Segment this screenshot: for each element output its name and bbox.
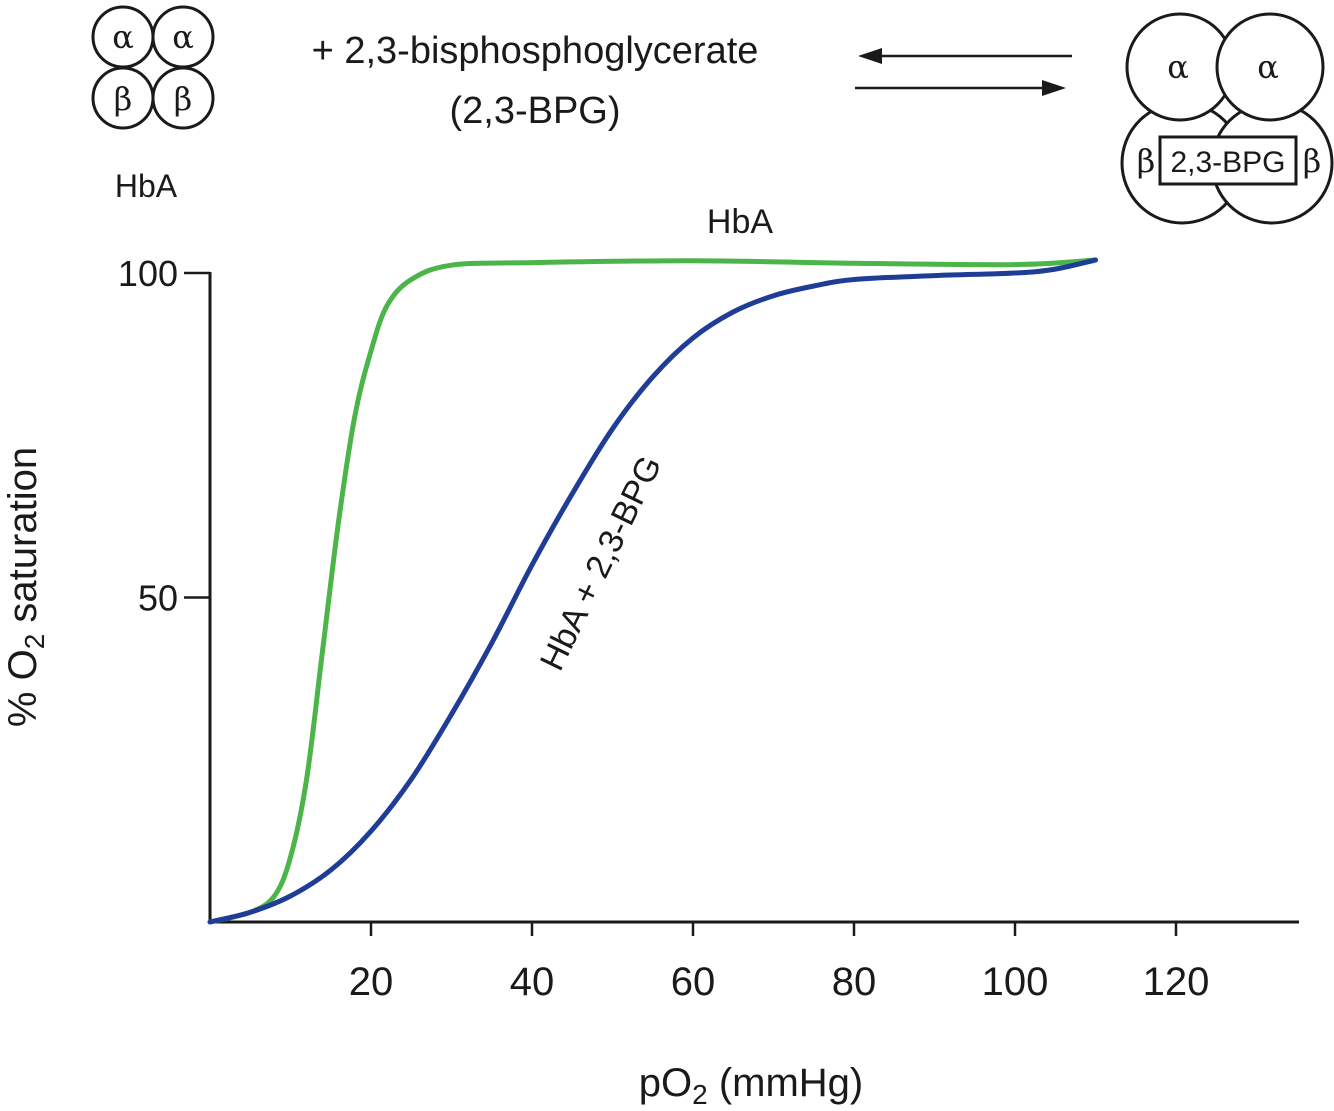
x-tick-label-40: 40 — [510, 960, 555, 1004]
equilibrium-arrows — [855, 48, 1072, 96]
y-tick-label-50: 50 — [138, 578, 178, 619]
complex-beta-label-1: β — [1137, 142, 1156, 180]
alpha-label-1: α — [112, 18, 134, 56]
series-line-hba-bpg — [207, 257, 1098, 925]
x-axis-title-main: pO — [639, 1061, 692, 1105]
chart: 50 100 20 40 60 80 100 120 HbA HbA + 2,3-BPG p… — [1, 203, 1299, 1110]
complex-alpha-label-2: α — [1257, 48, 1279, 86]
beta-subunit-2 — [151, 66, 215, 130]
beta-label-2: β — [174, 80, 193, 118]
hba-tetramer-diagram: α α β β HbA — [91, 5, 215, 204]
complex-beta-label-2: β — [1303, 142, 1322, 180]
x-tick-label-60: 60 — [671, 960, 716, 1004]
beta-label-1: β — [114, 80, 133, 118]
alpha-label-2: α — [172, 18, 194, 56]
series-label-hba: HbA — [707, 203, 773, 241]
forward-arrowhead — [1042, 80, 1066, 96]
reaction-text: + 2,3-bisphosphoglycerate — [312, 30, 759, 72]
series-label-hba-bpg: HbA + 2,3-BPG — [533, 450, 669, 676]
y-axis-title-subscript: 2 — [19, 634, 50, 650]
x-axis-ticks: 20 40 60 80 100 120 — [349, 922, 1210, 1004]
x-tick-label-20: 20 — [349, 960, 394, 1004]
y-axis-title-main: % O — [1, 649, 45, 727]
x-axis-title-unit: (mmHg) — [708, 1061, 864, 1105]
hba-caption: HbA — [115, 168, 178, 204]
y-axis-ticks: 50 100 — [118, 253, 210, 619]
x-tick-label-80: 80 — [832, 960, 877, 1004]
x-tick-label-100: 100 — [982, 960, 1049, 1004]
y-axis-title: % O2 saturation — [1, 447, 50, 727]
bpg-box-label: 2,3-BPG — [1170, 146, 1285, 179]
reaction-abbrev: (2,3-BPG) — [449, 90, 620, 132]
y-axis-title-rest: saturation — [1, 447, 45, 634]
x-axis-title: pO2 (mmHg) — [639, 1061, 863, 1110]
complex-alpha-label-1: α — [1167, 48, 1189, 86]
x-tick-label-120: 120 — [1143, 960, 1210, 1004]
y-tick-label-100: 100 — [118, 253, 178, 294]
hba-bpg-complex-diagram: α α β β 2,3-BPG — [1120, 12, 1334, 225]
x-axis-title-subscript: 2 — [692, 1079, 708, 1110]
reverse-arrowhead — [858, 48, 882, 64]
bpg-box — [1158, 135, 1298, 186]
series-line-hba — [207, 257, 1098, 925]
complex-alpha-subunit-2 — [1215, 12, 1325, 122]
